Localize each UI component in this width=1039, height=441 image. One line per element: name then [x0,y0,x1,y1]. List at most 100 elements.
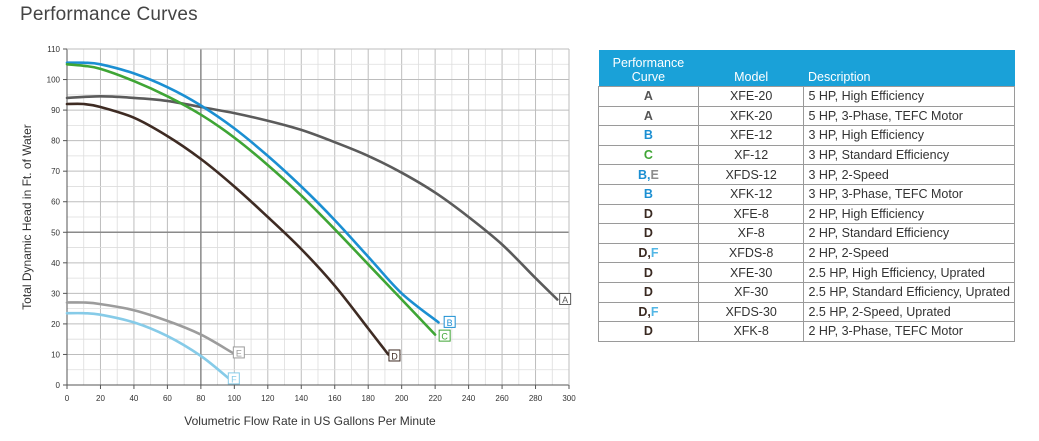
table-row: D,F XFDS-8 2 HP, 2-Speed [598,242,1015,264]
curve-label-box-A [559,292,572,305]
table-body: A XFE-20 5 HP, High Efficiency A XFK-20 5 HP,… [598,86,1015,342]
curve-label-box-D [388,349,401,362]
curve-letter: F [650,246,659,261]
curve-separator: , [647,167,651,182]
curve-cell: D [598,223,699,244]
curve-letter: D [643,265,653,280]
curve-cell: D [598,281,699,303]
model-cell: XFK-12 [697,183,805,205]
curve-label-box-F [227,372,240,385]
model-cell: XF-12 [697,144,805,166]
y-tick-label: 20 [51,320,60,329]
table-row: B,E XFDS-12 3 HP, 2-Speed [598,164,1015,185]
x-tick-label: 20 [96,394,105,403]
x-tick-label: 60 [163,394,172,403]
header-curve: Performance Curve [598,50,699,87]
curve-cell: A [598,105,699,127]
table-row: D XFE-30 2.5 HP, High Efficiency, Uprated [598,262,1015,283]
performance-table: Performance Curve Model Description A XFE… [598,50,1015,342]
curve-letter: D [638,304,648,319]
description-cell: 3 HP, High Efficiency [803,125,1015,146]
x-tick-label: 120 [261,394,275,403]
y-tick-label: 100 [47,76,61,85]
x-tick-label: 260 [495,394,509,403]
y-tick-label: 30 [51,289,60,298]
y-axis-label: Total Dynamic Head in Ft. of Water [20,124,34,310]
description-cell: 2 HP, High Efficiency [803,203,1015,225]
page-title: Performance Curves [20,4,198,25]
table-row: D XFE-8 2 HP, High Efficiency [598,203,1015,225]
curve-letter: B [637,167,648,182]
curve-separator: , [647,304,651,319]
series-line-F [65,311,231,381]
curve-cell: D [598,203,699,225]
description-cell: 2.5 HP, Standard Efficiency, Uprated [803,281,1015,303]
x-tick-label: 180 [362,394,376,403]
curve-label-A: A [562,295,568,305]
x-tick-label: 0 [65,394,70,403]
table-row: D XF-8 2 HP, Standard Efficiency [598,223,1015,244]
model-cell: XFE-30 [697,262,805,283]
table-row: A XFE-20 5 HP, High Efficiency [598,86,1015,107]
curve-cell: C [598,144,699,166]
description-cell: 2 HP, Standard Efficiency [803,223,1015,244]
series-line-A [65,94,559,301]
model-cell: XFDS-8 [697,242,805,264]
series-line-E [65,301,234,355]
curve-letter: D [643,226,653,241]
table-row: B XFK-12 3 HP, 3-Phase, TEFC Motor [598,183,1015,205]
x-tick-label: 300 [562,394,576,403]
x-tick-label: 40 [129,394,138,403]
description-cell: 2.5 HP, 2-Speed, Uprated [803,301,1015,323]
curve-label-F: F [231,374,237,384]
y-tick-label: 60 [51,198,60,207]
curve-label-box-E [232,346,245,359]
description-cell: 3 HP, Standard Efficiency [803,144,1015,166]
series-line-B [65,61,440,324]
table-row: D XFK-8 2 HP, 3-Phase, TEFC Motor [598,321,1015,342]
x-tick-label: 100 [228,394,242,403]
x-tick-label: 200 [395,394,409,403]
curve-cell: D [598,321,699,342]
description-cell: 5 HP, High Efficiency [803,86,1015,107]
x-tick-label: 280 [529,394,543,403]
curve-label-box-B [443,315,456,328]
curve-letter: D [643,206,653,221]
model-cell: XFK-8 [697,321,805,342]
table-header-row: Performance Curve Model Description [598,50,1015,87]
performance-chart: 0 20 40 60 80 100 120 140 160 180 200 220 240 260 280 3… [20,45,576,428]
y-tick-label: 50 [51,228,60,237]
curve-label-E: E [236,348,242,358]
header-description: Description [803,50,1015,87]
model-cell: XFDS-30 [697,301,805,323]
curve-letter: A [643,108,653,123]
curve-label-C: C [441,332,448,342]
curve-letter: E [650,167,659,182]
model-cell: XF-8 [697,223,805,244]
description-cell: 3 HP, 3-Phase, TEFC Motor [803,183,1015,205]
y-tick-label: 10 [51,350,60,359]
curve-separator: , [647,246,651,261]
x-tick-label: 240 [462,394,476,403]
description-cell: 5 HP, 3-Phase, TEFC Motor [803,105,1015,127]
x-tick-label: 220 [428,394,442,403]
y-tick-label: 0 [56,381,61,390]
curve-letter: D [638,246,648,261]
curve-letter: B [643,187,653,202]
description-cell: 2 HP, 2-Speed [803,242,1015,264]
table-row: A XFK-20 5 HP, 3-Phase, TEFC Motor [598,105,1015,127]
curve-letter: D [643,285,653,300]
curve-letter: B [643,128,653,143]
header-model: Model [698,50,804,87]
table-row: C XF-12 3 HP, Standard Efficiency [598,144,1015,166]
curve-letter: F [650,304,659,319]
curve-cell: D,F [598,301,699,323]
curve-label-D: D [391,351,398,361]
curve-letter: A [643,89,653,104]
description-cell: 2.5 HP, High Efficiency, Uprated [803,262,1015,283]
curve-label-B: B [447,318,453,328]
series-line-C [65,63,437,336]
curve-label-box-C [438,329,451,342]
curve-cell: B,E [598,164,699,185]
x-tick-label: 140 [295,394,309,403]
